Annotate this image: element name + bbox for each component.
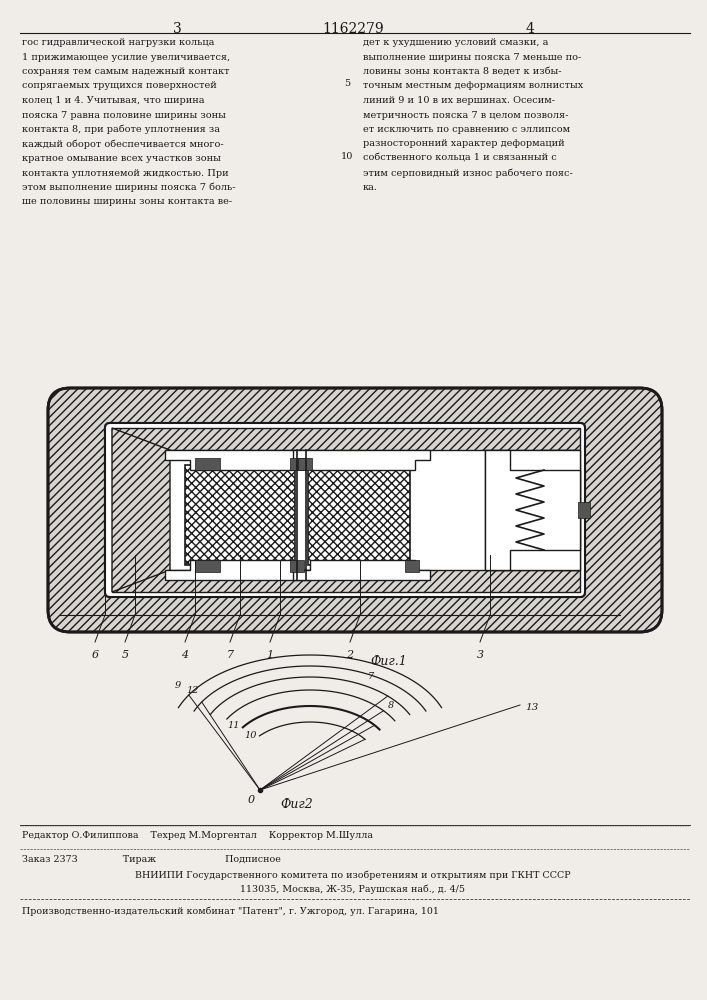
Text: дет к ухудшению условий смазки, а: дет к ухудшению условий смазки, а bbox=[363, 38, 549, 47]
Polygon shape bbox=[485, 450, 580, 570]
Text: кратное омывание всех участков зоны: кратное омывание всех участков зоны bbox=[22, 154, 221, 163]
Text: ет исключить по сравнению с эллипсом: ет исключить по сравнению с эллипсом bbox=[363, 125, 570, 134]
Polygon shape bbox=[293, 450, 430, 470]
Bar bbox=[185, 465, 295, 565]
Text: сохраняя тем самым надежный контакт: сохраняя тем самым надежный контакт bbox=[22, 67, 230, 76]
Text: 5: 5 bbox=[122, 650, 129, 660]
Bar bbox=[112, 428, 580, 450]
Text: 6: 6 bbox=[91, 650, 98, 660]
Text: ловины зоны контакта 8 ведет к избы-: ловины зоны контакта 8 ведет к избы- bbox=[363, 67, 561, 76]
Text: этим серповидный износ рабочего пояс-: этим серповидный износ рабочего пояс- bbox=[363, 168, 573, 178]
FancyBboxPatch shape bbox=[48, 388, 662, 632]
Text: 1 прижимающее усилие увеличивается,: 1 прижимающее усилие увеличивается, bbox=[22, 52, 230, 62]
Text: 8: 8 bbox=[387, 701, 394, 710]
Text: ка.: ка. bbox=[363, 183, 378, 192]
Bar bbox=[485, 450, 580, 570]
Bar bbox=[298, 458, 312, 470]
Text: 1: 1 bbox=[267, 650, 274, 660]
Text: 10: 10 bbox=[244, 731, 257, 740]
Text: 4: 4 bbox=[525, 22, 534, 36]
Text: 9: 9 bbox=[175, 681, 181, 690]
Text: контакта уплотняемой жидкостью. При: контакта уплотняемой жидкостью. При bbox=[22, 168, 228, 178]
Text: Фиг2: Фиг2 bbox=[280, 798, 312, 811]
Text: 0: 0 bbox=[248, 795, 255, 805]
Text: Редактор О.Филиппова    Техред М.Моргентал    Корректор М.Шулла: Редактор О.Филиппова Техред М.Моргентал … bbox=[22, 831, 373, 840]
Polygon shape bbox=[293, 560, 430, 580]
Polygon shape bbox=[112, 428, 170, 592]
Text: метричность пояска 7 в целом позволя-: метричность пояска 7 в целом позволя- bbox=[363, 110, 568, 119]
Text: разносторонний характер деформаций: разносторонний характер деформаций bbox=[363, 139, 565, 148]
Text: Заказ 2373               Тираж                       Подписное: Заказ 2373 Тираж Подписное bbox=[22, 855, 281, 864]
Text: собственного кольца 1 и связанный с: собственного кольца 1 и связанный с bbox=[363, 154, 556, 163]
Text: 113035, Москва, Ж-35, Раушская наб., д. 4/5: 113035, Москва, Ж-35, Раушская наб., д. … bbox=[240, 885, 465, 894]
Text: колец 1 и 4. Учитывая, что ширина: колец 1 и 4. Учитывая, что ширина bbox=[22, 96, 204, 105]
Text: Производственно-издательский комбинат "Патент", г. Ужгород, ул. Гагарина, 101: Производственно-издательский комбинат "П… bbox=[22, 907, 439, 916]
Text: ВНИИПИ Государственного комитета по изобретениям и открытиям при ГКНТ СССР: ВНИИПИ Государственного комитета по изоб… bbox=[135, 871, 571, 880]
Text: точным местным деформациям волнистых: точным местным деформациям волнистых bbox=[363, 82, 583, 91]
Polygon shape bbox=[165, 560, 310, 580]
Text: 7: 7 bbox=[226, 650, 233, 660]
Bar bbox=[578, 502, 590, 518]
Bar bbox=[195, 458, 220, 470]
Text: 4: 4 bbox=[182, 650, 189, 660]
FancyBboxPatch shape bbox=[105, 423, 585, 597]
FancyBboxPatch shape bbox=[105, 423, 585, 597]
Text: 13: 13 bbox=[525, 704, 538, 712]
Text: 10: 10 bbox=[341, 152, 354, 161]
Text: сопрягаемых трущихся поверхностей: сопрягаемых трущихся поверхностей bbox=[22, 82, 217, 91]
Text: 7: 7 bbox=[368, 672, 374, 681]
Text: Фиг.1: Фиг.1 bbox=[370, 655, 407, 668]
Bar bbox=[290, 458, 304, 470]
Bar bbox=[308, 465, 410, 565]
Text: 5: 5 bbox=[344, 80, 350, 89]
Text: линий 9 и 10 в их вершинах. Осесим-: линий 9 и 10 в их вершинах. Осесим- bbox=[363, 96, 555, 105]
Polygon shape bbox=[485, 450, 510, 570]
Bar bbox=[195, 560, 220, 572]
Text: 3: 3 bbox=[173, 22, 182, 36]
Text: ше половины ширины зоны контакта ве-: ше половины ширины зоны контакта ве- bbox=[22, 198, 232, 207]
Text: выполнение ширины пояска 7 меньше по-: выполнение ширины пояска 7 меньше по- bbox=[363, 52, 581, 62]
Text: каждый оборот обеспечивается много-: каждый оборот обеспечивается много- bbox=[22, 139, 223, 149]
Text: 11: 11 bbox=[228, 721, 240, 730]
Bar bbox=[405, 560, 419, 572]
Text: пояска 7 равна половине ширины зоны: пояска 7 равна половине ширины зоны bbox=[22, 110, 226, 119]
Text: 3: 3 bbox=[477, 650, 484, 660]
Polygon shape bbox=[165, 450, 310, 470]
Text: контакта 8, при работе уплотнения за: контакта 8, при работе уплотнения за bbox=[22, 125, 220, 134]
Bar bbox=[112, 570, 580, 592]
Text: этом выполнение ширины пояска 7 боль-: этом выполнение ширины пояска 7 боль- bbox=[22, 183, 235, 192]
Text: гос гидравлической нагрузки кольца: гос гидравлической нагрузки кольца bbox=[22, 38, 214, 47]
Bar bbox=[290, 560, 304, 572]
Text: 12: 12 bbox=[187, 686, 199, 695]
Text: 1162279: 1162279 bbox=[322, 22, 384, 36]
Polygon shape bbox=[540, 450, 580, 570]
Text: 2: 2 bbox=[346, 650, 354, 660]
